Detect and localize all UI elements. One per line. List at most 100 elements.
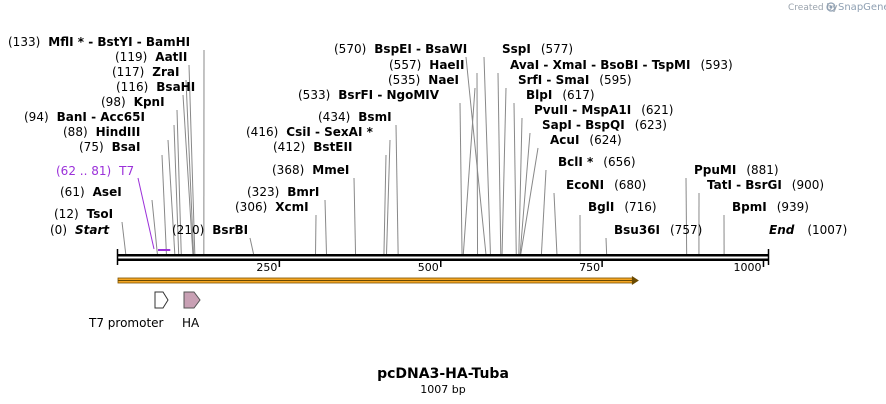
site-enzyme-name: NaeI [428, 73, 459, 87]
site-position: (306) [235, 200, 267, 214]
restriction-site-label[interactable]: PvuII - MspA1I (621) [534, 103, 673, 117]
restriction-site-label[interactable]: (533) BsrFI - NgoMIV [298, 88, 440, 102]
site-connector [167, 139, 176, 255]
site-connector [395, 124, 399, 255]
restriction-site-label[interactable]: (368) MmeI [272, 163, 349, 177]
site-position: (621) [641, 103, 673, 117]
site-enzyme-name: BsaHI [156, 80, 195, 94]
restriction-site-label[interactable]: (116) BsaHI [116, 80, 195, 94]
restriction-site-label[interactable]: AcuI (624) [550, 133, 622, 147]
ha-label: HA [182, 316, 200, 330]
site-position: (412) [273, 140, 305, 154]
restriction-site-label[interactable]: SapI - BspQI (623) [542, 118, 667, 132]
primer-label: (62 .. 81) T7 [56, 164, 134, 178]
site-connector [182, 94, 194, 255]
restriction-site-label[interactable]: (416) CsiI - SexAI * [246, 125, 374, 139]
site-position: (680) [614, 178, 646, 192]
site-position: (656) [603, 155, 635, 169]
restriction-site-label[interactable]: (306) XcmI [235, 200, 309, 214]
site-position: (595) [599, 73, 631, 87]
site-connector [249, 237, 255, 255]
site-enzyme-name: BsrBI [212, 223, 248, 237]
site-connector [476, 72, 479, 255]
site-enzyme-name: BsrFI - NgoMIV [338, 88, 439, 102]
site-connector [465, 56, 487, 255]
restriction-site-label[interactable]: (535) NaeI [388, 73, 459, 87]
site-enzyme-name: BpmI [732, 200, 767, 214]
site-enzyme-name: BsmI [358, 110, 391, 124]
restriction-site-label[interactable]: (323) BmrI [247, 185, 319, 199]
site-position: (416) [246, 125, 278, 139]
restriction-site-label[interactable]: (557) HaeII [389, 58, 465, 72]
restriction-site-label[interactable]: BglI (716) [588, 200, 657, 214]
restriction-site-label[interactable]: SspI (577) [502, 42, 573, 56]
restriction-site-label[interactable]: AvaI - XmaI - BsoBI - TspMI (593) [510, 58, 733, 72]
site-connector [497, 72, 502, 255]
restriction-site-label[interactable]: BpmI (939) [732, 200, 809, 214]
restriction-site-label[interactable]: (570) BspEI - BsaWI [334, 42, 467, 56]
primer-name: T7 [118, 164, 134, 178]
start-label: (0) Start [50, 223, 110, 237]
site-enzyme-name: BlpI [526, 88, 552, 102]
site-enzyme-name: Bsu36I [614, 223, 660, 237]
feature-t7-promoter[interactable]: T7 promoter [88, 291, 169, 330]
restriction-site-label[interactable]: (412) BstEII [273, 140, 352, 154]
restriction-site-label[interactable]: (98) KpnI [101, 95, 165, 109]
restriction-site-label[interactable]: (12) TsoI [54, 207, 113, 221]
site-connector [459, 102, 463, 255]
site-enzyme-name: BmrI [287, 185, 319, 199]
restriction-site-label[interactable]: BlpI (617) [526, 88, 595, 102]
site-position: (323) [247, 185, 279, 199]
restriction-site-label[interactable]: PpuMI (881) [694, 163, 779, 177]
t7-primer[interactable]: (62 .. 81) T7 [56, 164, 171, 251]
restriction-site-label[interactable]: (434) BsmI [318, 110, 392, 124]
site-connector [151, 199, 158, 255]
site-enzyme-name: BstEII [313, 140, 352, 154]
site-position: (757) [670, 223, 702, 237]
site-connector [685, 177, 688, 255]
site-position: (900) [792, 178, 824, 192]
primer-range: (62 .. 81) [56, 164, 111, 178]
t7-promoter-label: T7 promoter [88, 316, 164, 330]
restriction-site-label[interactable]: (94) BanI - Acc65I [24, 110, 145, 124]
restriction-site-label[interactable]: EcoNI (680) [566, 178, 646, 192]
axis-tick-label: 500 [418, 261, 439, 274]
restriction-site-label[interactable]: (61) AseI [60, 185, 122, 199]
site-connector [605, 237, 608, 255]
snapgene-logo-icon [826, 2, 836, 12]
restriction-site-label[interactable]: BclI * (656) [558, 155, 636, 169]
site-enzyme-name: PpuMI [694, 163, 736, 177]
restriction-site-label[interactable]: (210) BsrBI [172, 223, 248, 237]
site-enzyme-name: BglI [588, 200, 614, 214]
restriction-site-label[interactable]: Bsu36I (757) [614, 223, 702, 237]
restriction-site-label[interactable]: (117) ZraI [112, 65, 179, 79]
site-position: (98) [101, 95, 126, 109]
site-position: (88) [63, 125, 88, 139]
site-position: (368) [272, 163, 304, 177]
end-label: End (1007) [769, 223, 847, 237]
restriction-site-label[interactable]: SrfI - SmaI (595) [518, 73, 632, 87]
plasmid-name: pcDNA3-HA-Tuba [377, 366, 509, 382]
site-position: (117) [112, 65, 144, 79]
site-enzyme-name: HindIII [96, 125, 141, 139]
site-position: (624) [589, 133, 621, 147]
site-enzyme-name: BanI - Acc65I [57, 110, 145, 124]
ha-arrow-icon [183, 291, 201, 309]
site-position: (94) [24, 110, 49, 124]
restriction-site-label[interactable]: (119) AatII [115, 50, 187, 64]
start-pos: (0) [50, 223, 67, 237]
site-lines [121, 49, 725, 255]
restriction-site-label[interactable]: (75) BsaI [79, 140, 141, 154]
site-position: (61) [60, 185, 85, 199]
feature-ha[interactable]: HA [182, 291, 201, 330]
site-connector [173, 124, 180, 255]
restriction-site-label[interactable]: (88) HindIII [63, 125, 140, 139]
restriction-site-label[interactable]: TatI - BsrGI (900) [707, 178, 824, 192]
orf-arrowhead-icon [631, 276, 639, 285]
site-connector [121, 221, 127, 255]
orf-arrow[interactable] [117, 276, 639, 285]
restriction-site-label[interactable]: (133) MflI * - BstYI - BamHI [8, 35, 190, 49]
site-connector [185, 79, 195, 255]
site-connector [383, 154, 387, 255]
site-connector [483, 56, 491, 255]
